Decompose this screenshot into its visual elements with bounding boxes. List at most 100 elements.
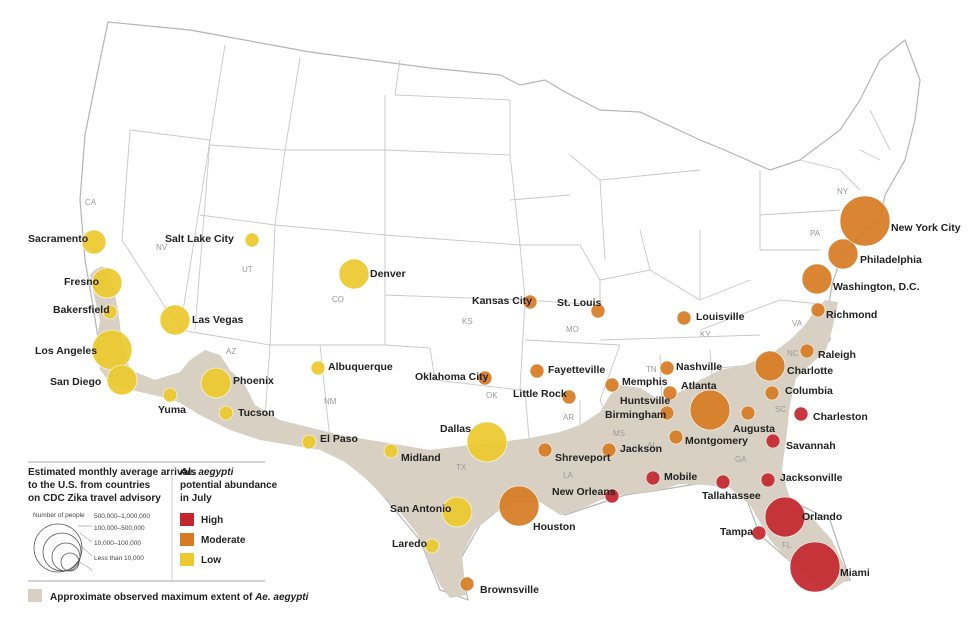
city-label-oklahoma-city: Oklahoma City [415, 371, 489, 383]
city-marker-san-diego [106, 364, 138, 396]
city-label-charlotte: Charlotte [787, 365, 833, 377]
city-label-raleigh: Raleigh [818, 349, 856, 361]
city-label-louisville: Louisville [696, 311, 745, 323]
state-label-pa: PA [810, 229, 821, 238]
city-marker-laredo [424, 538, 440, 554]
legend-abundance-title-line-3: in July [180, 493, 212, 504]
legend-number-of-people: Number of people [33, 512, 85, 519]
state-label-ok: OK [486, 391, 498, 400]
city-marker-montgomery [668, 429, 684, 445]
city-marker-tucson [218, 405, 234, 421]
city-label-denver: Denver [370, 268, 406, 280]
aegypti-extent-region [90, 266, 850, 598]
state-labels: CA NV UT AZ CO NM KS OK TX MO AR LA MS A… [85, 187, 849, 550]
city-label-tucson: Tucson [238, 407, 275, 419]
city-label-fayetteville: Fayetteville [548, 364, 605, 376]
city-marker-yuma [162, 387, 178, 403]
city-marker-midland [383, 443, 399, 459]
city-label-huntsville: Huntsville [620, 395, 670, 407]
state-label-ca: CA [85, 198, 97, 207]
city-marker-tampa [751, 525, 767, 541]
city-label-atlanta: Atlanta [681, 380, 717, 392]
legend-extent-prefix: Approximate observed maximum extent of [50, 592, 255, 603]
city-marker-raleigh [799, 343, 815, 359]
city-marker-tallahassee [715, 474, 731, 490]
city-marker-las-vegas [159, 304, 191, 336]
city-marker-little-rock [561, 389, 577, 405]
city-marker-orlando [764, 496, 806, 538]
legend-extent-species: Ae. aegypti [254, 592, 309, 603]
city-label-mobile: Mobile [664, 471, 697, 483]
city-label-houston: Houston [533, 521, 576, 533]
city-label-sacramento: Sacramento [28, 233, 88, 245]
city-marker-san-antonio [441, 496, 473, 528]
state-label-ut: UT [242, 265, 253, 274]
legend-swatch-high [180, 513, 194, 526]
city-marker-philadelphia [827, 238, 859, 270]
city-label-augusta: Augusta [733, 423, 775, 435]
city-label-tampa: Tampa [720, 526, 753, 538]
city-label-laredo: Laredo [392, 538, 427, 550]
city-label-new-york-city: New York City [891, 222, 961, 234]
state-label-sc: SC [775, 405, 786, 414]
city-marker-birmingham [659, 405, 675, 421]
city-label-little-rock: Little Rock [513, 388, 567, 400]
legend-label-extent: Approximate observed maximum extent of A… [50, 592, 309, 603]
legend-arrivals-title-line-3: on CDC Zika travel advisory [28, 493, 161, 504]
city-label-san-diego: San Diego [50, 376, 101, 388]
city-marker-jacksonville [760, 472, 776, 488]
city-marker-new-orleans [604, 488, 620, 504]
city-label-memphis: Memphis [622, 376, 668, 388]
city-marker-louisville [676, 310, 692, 326]
city-label-birmingham: Birmingham [605, 409, 666, 421]
legend-label-low: Low [201, 555, 221, 566]
city-marker-dallas [466, 421, 508, 463]
city-label-montgomery: Montgomery [685, 435, 748, 447]
legend-arrivals-title-line-1: Estimated monthly average arrivals [28, 467, 197, 478]
city-marker-jackson [601, 442, 617, 458]
city-marker-st-louis [590, 303, 606, 319]
legend-arrivals-title-line-2: to the U.S. from countries [28, 480, 151, 491]
city-marker-columbia [764, 385, 780, 401]
city-marker-washington-dc [801, 263, 833, 295]
city-marker-sacramento [81, 229, 107, 255]
city-label-st-louis: St. Louis [557, 297, 601, 309]
legend-size-bin-4: Less than 10,000 [94, 555, 144, 562]
city-marker-brownsville [459, 576, 475, 592]
city-label-philadelphia: Philadelphia [860, 254, 922, 266]
legend-size-circle-4 [60, 552, 80, 572]
state-label-ga: GA [735, 455, 747, 464]
city-label-washington-dc: Washington, D.C. [833, 281, 920, 293]
city-label-kansas-city: Kansas City [472, 295, 532, 307]
legend-swatch-low [180, 553, 194, 566]
city-marker-bakersfield [102, 304, 118, 320]
city-marker-phoenix [200, 367, 232, 399]
city-marker-fayetteville [529, 363, 545, 379]
city-label-jackson: Jackson [620, 443, 662, 455]
city-label-nashville: Nashville [676, 361, 722, 373]
city-label-san-antonio: San Antonio [390, 503, 451, 515]
state-label-nc: NC [787, 349, 799, 358]
city-label-el-paso: El Paso [320, 433, 358, 445]
state-label-co: CO [332, 295, 344, 304]
city-label-fresno: Fresno [64, 276, 99, 288]
state-label-ny: NY [837, 187, 849, 196]
city-label-midland: Midland [401, 452, 441, 464]
state-label-fl: FL [782, 541, 792, 550]
state-label-la: LA [563, 471, 573, 480]
city-label-phoenix: Phoenix [233, 375, 274, 387]
city-label-savannah: Savannah [786, 440, 836, 452]
city-marker-los-angeles [91, 329, 133, 371]
city-label-richmond: Richmond [826, 309, 877, 321]
city-marker-shreveport [537, 442, 553, 458]
city-marker-richmond [810, 302, 826, 318]
city-marker-memphis [604, 377, 620, 393]
legend: Estimated monthly average arrivals to th… [28, 461, 309, 603]
legend-swatch-moderate [180, 533, 194, 546]
state-label-az: AZ [226, 347, 236, 356]
state-label-ks: KS [462, 317, 473, 326]
city-marker-oklahoma-city [477, 370, 493, 386]
city-label-orlando: Orlando [802, 511, 842, 523]
